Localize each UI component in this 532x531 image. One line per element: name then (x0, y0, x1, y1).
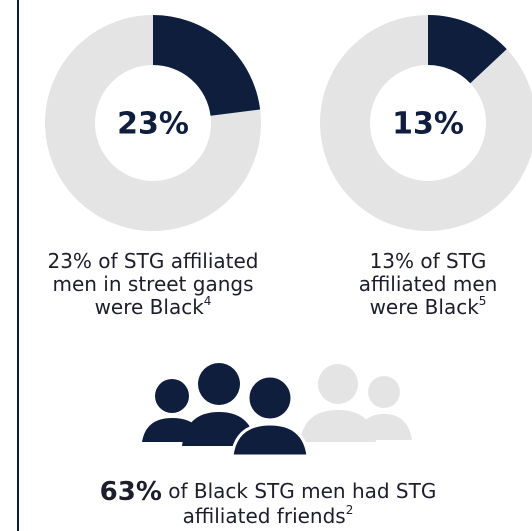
caption-line: were Black4 (95, 294, 212, 319)
caption-text: men in street gangs (52, 272, 253, 296)
donut-segment (151, 15, 261, 117)
stat-line: affiliated friends2 (183, 503, 354, 528)
caption-text: affiliated men (359, 272, 498, 296)
caption-line: 13% of STG (370, 249, 487, 273)
stat-figure: 63% (100, 477, 162, 507)
caption-line: men in street gangs (52, 272, 253, 296)
footnote: 4 (204, 294, 212, 308)
caption-text: were Black (370, 295, 480, 319)
people-icons (142, 363, 412, 458)
stat-text: affiliated friends (183, 504, 346, 528)
caption-text: 23% of STG affiliated (47, 249, 258, 273)
caption-line: were Black5 (370, 294, 487, 319)
donut-segment (426, 15, 507, 85)
caption-line: 23% of STG affiliated (47, 249, 258, 273)
caption-text: were Black (95, 295, 205, 319)
footnote: 2 (346, 503, 354, 517)
stat-text: of Black STG men had STG (162, 479, 436, 503)
caption-text: 13% of STG (370, 249, 487, 273)
donut-label: 23% (117, 107, 189, 142)
donut-label: 13% (392, 107, 464, 142)
caption-line: affiliated men (359, 272, 498, 296)
stat-line: 63% of Black STG men had STG (100, 477, 437, 507)
footnote: 5 (479, 294, 487, 308)
